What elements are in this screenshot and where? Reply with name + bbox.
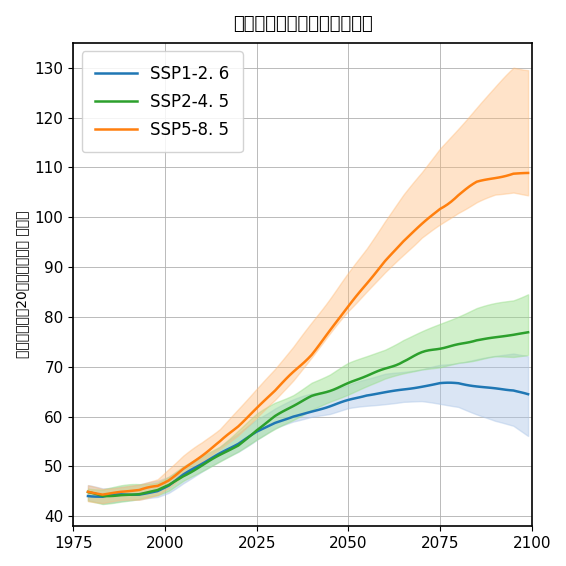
Legend: SSP1-2. 6, SSP2-4. 5, SSP5-8. 5: SSP1-2. 6, SSP2-4. 5, SSP5-8. 5 xyxy=(82,51,242,152)
SSP5-8. 5 xyxy=(132,487,139,494)
SSP5-8. 5 xyxy=(385,254,392,260)
SSP2-4. 5 xyxy=(132,491,139,498)
SSP1-2. 6 xyxy=(444,379,451,386)
Line: SSP2-4. 5: SSP2-4. 5 xyxy=(88,332,528,496)
SSP1-2. 6 xyxy=(132,491,139,498)
SSP5-8. 5 xyxy=(84,488,91,495)
SSP5-8. 5 xyxy=(525,170,531,177)
SSP1-2. 6 xyxy=(99,494,106,500)
SSP2-4. 5 xyxy=(363,372,370,379)
Y-axis label: 真夏日日数（20年移動平均） 日／年: 真夏日日数（20年移動平均） 日／年 xyxy=(15,211,29,358)
SSP2-4. 5 xyxy=(191,467,198,474)
SSP5-8. 5 xyxy=(363,280,370,287)
SSP5-8. 5 xyxy=(499,173,506,180)
SSP1-2. 6 xyxy=(525,391,531,397)
SSP2-4. 5 xyxy=(385,364,392,371)
SSP1-2. 6 xyxy=(363,392,370,399)
SSP1-2. 6 xyxy=(275,418,282,425)
SSP1-2. 6 xyxy=(191,465,198,471)
SSP2-4. 5 xyxy=(525,329,531,336)
SSP1-2. 6 xyxy=(84,492,91,499)
SSP2-4. 5 xyxy=(84,488,91,495)
SSP5-8. 5 xyxy=(99,491,106,498)
SSP1-2. 6 xyxy=(385,388,392,395)
SSP2-4. 5 xyxy=(499,333,506,340)
Title: 神奈川県の真夏日日数の変化: 神奈川県の真夏日日数の変化 xyxy=(233,15,372,33)
Line: SSP5-8. 5: SSP5-8. 5 xyxy=(88,173,528,495)
SSP1-2. 6 xyxy=(503,387,509,393)
SSP5-8. 5 xyxy=(191,458,198,465)
SSP2-4. 5 xyxy=(275,410,282,417)
Line: SSP1-2. 6: SSP1-2. 6 xyxy=(88,383,528,497)
SSP5-8. 5 xyxy=(275,383,282,390)
SSP2-4. 5 xyxy=(103,492,110,499)
